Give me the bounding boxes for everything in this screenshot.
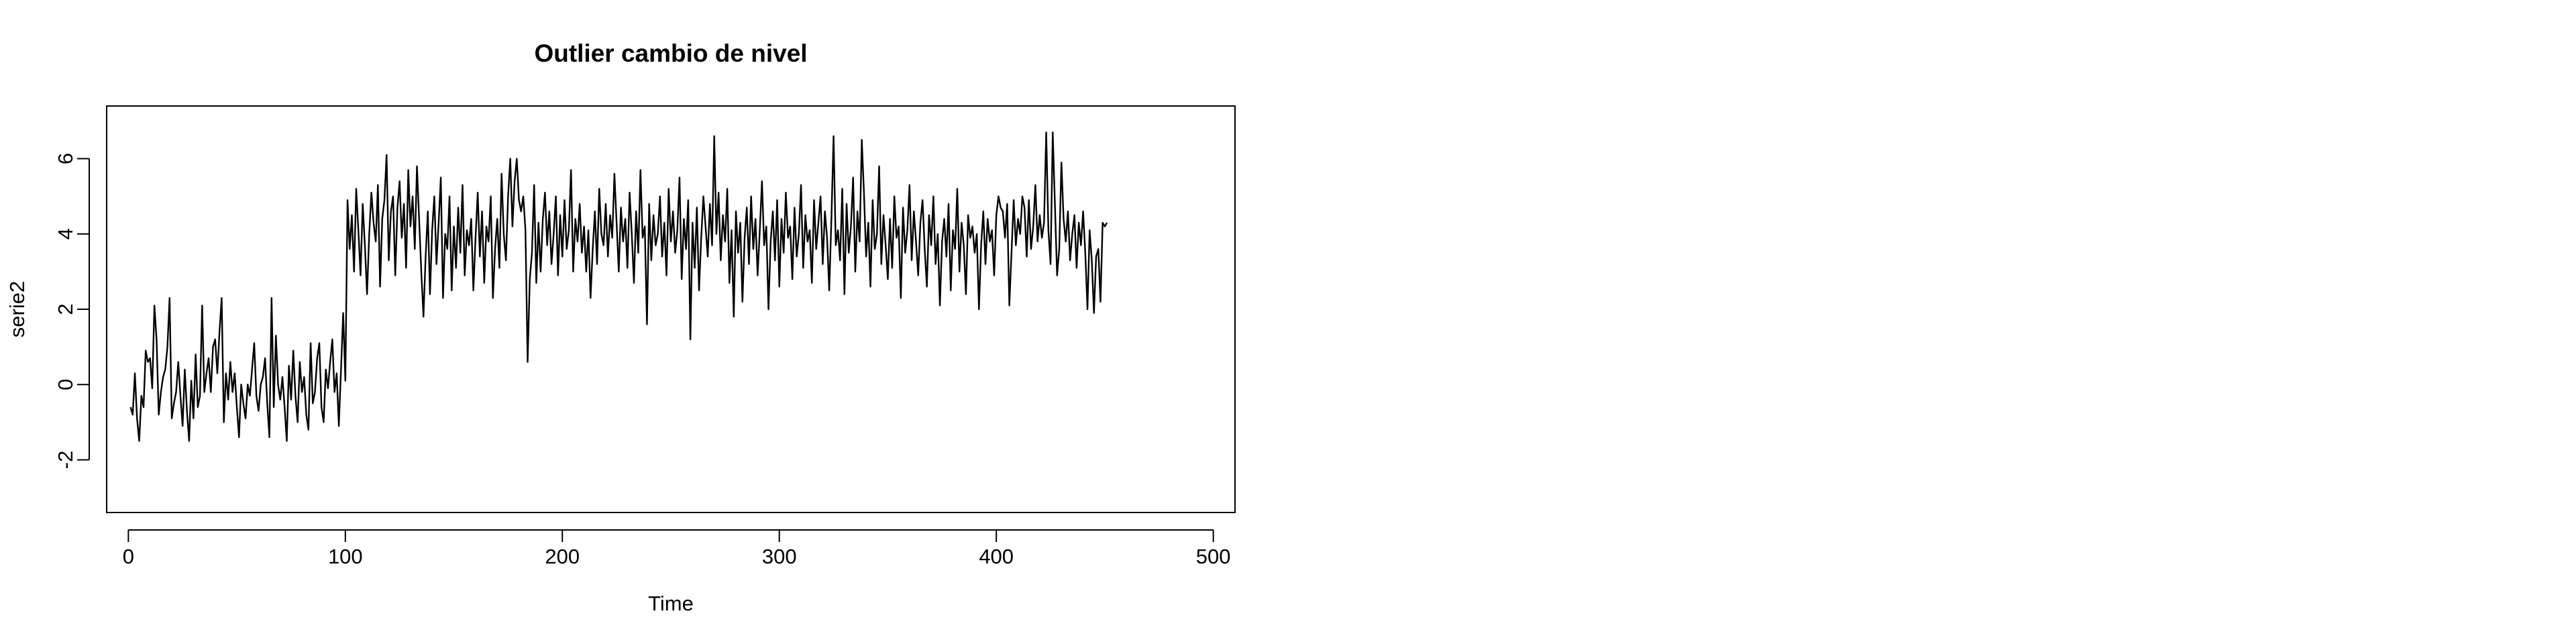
x-tick-label: 300 <box>762 545 797 568</box>
x-tick-label: 0 <box>123 545 134 568</box>
y-tick-label: 2 <box>54 303 77 315</box>
y-tick-label: -2 <box>54 451 77 470</box>
series-line <box>129 131 1108 442</box>
y-tick-label: 0 <box>54 379 77 390</box>
chart-title: Outlier cambio de nivel <box>534 40 807 67</box>
x-tick-label: 500 <box>1196 545 1231 568</box>
x-axis-label: Time <box>648 592 694 615</box>
x-axis: 0 100 200 300 400 500 <box>123 529 1231 568</box>
plot-frame <box>106 105 1236 513</box>
y-tick-label: 6 <box>54 153 77 164</box>
x-tick-label: 400 <box>979 545 1014 568</box>
y-axis: -2 0 2 4 6 <box>54 153 90 470</box>
y-axis-label: serie2 <box>5 281 29 337</box>
y-tick-label: 4 <box>54 228 77 239</box>
x-tick-label: 100 <box>328 545 363 568</box>
x-tick-label: 200 <box>545 545 580 568</box>
